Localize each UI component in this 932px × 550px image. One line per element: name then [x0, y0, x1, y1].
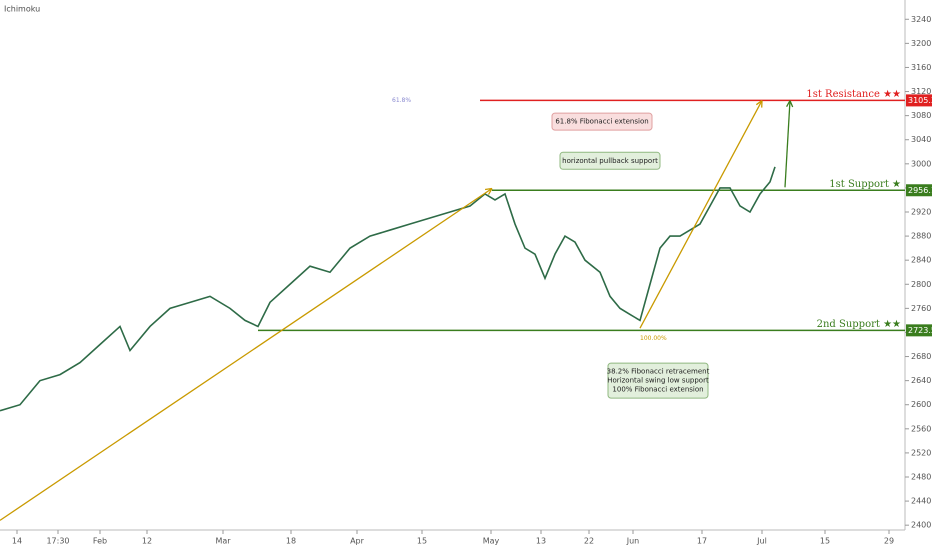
callout-box	[607, 362, 709, 399]
y-tick-label: 2760.0	[911, 304, 932, 313]
price-tag-label: 3105.3	[908, 96, 932, 105]
trendline	[639, 100, 763, 329]
callout-box	[559, 151, 661, 170]
x-tick-label: May	[483, 537, 500, 546]
x-tick-label: Mar	[215, 537, 231, 546]
x-tick-label: 12	[142, 537, 152, 546]
x-tick-label: Jun	[626, 537, 640, 546]
x-tick-label: 13	[536, 537, 546, 546]
price-tag	[906, 324, 932, 337]
y-tick-label: 2840.0	[911, 256, 932, 265]
y-tick-label: 3120.0	[911, 87, 932, 96]
y-tick-label: 2880.0	[911, 232, 932, 241]
x-tick-label: Apr	[350, 537, 365, 546]
fib-label: 100.00%	[640, 335, 667, 342]
x-tick-label: 18	[286, 537, 296, 546]
level-name: 1st Support ★	[829, 179, 901, 190]
x-tick-label: 22	[584, 537, 594, 546]
callout: horizontal pullback support	[559, 151, 661, 170]
x-tick-label: Feb	[93, 537, 107, 546]
callout-text: 61.8% Fibonacci extension	[555, 118, 648, 126]
x-tick-label: 29	[884, 537, 894, 546]
price-line	[0, 166, 776, 412]
price-tag-label: 2723.5	[908, 326, 932, 335]
y-tick-label: 2400.0	[911, 521, 932, 530]
y-tick-label: 3080.0	[911, 111, 932, 120]
x-tick-label: Jul	[756, 537, 767, 546]
y-tick-label: 2560.0	[911, 424, 932, 433]
x-tick-label: 15	[417, 537, 427, 546]
x-tick-label: 14	[12, 537, 22, 546]
y-tick-label: 3240.0	[911, 15, 932, 24]
x-tick-label: 17	[697, 537, 707, 546]
y-tick-label: 2440.0	[911, 497, 932, 506]
callout-text: horizontal pullback support	[562, 157, 658, 165]
arrow-head	[755, 100, 763, 108]
y-tick-label: 3160.0	[911, 63, 932, 72]
y-tick-label: 2800.0	[911, 280, 932, 289]
indicator-label: Ichimoku	[4, 5, 40, 14]
callout-box	[551, 112, 653, 131]
x-tick-label: 17:30	[46, 537, 69, 546]
fib-label: 61.8%	[392, 97, 411, 104]
y-tick-label: 2680.0	[911, 352, 932, 361]
callout-text: 38.2% Fibonacci retracement	[607, 368, 710, 376]
y-tick-label: 2640.0	[911, 376, 932, 385]
y-tick-label: 2520.0	[911, 448, 932, 457]
y-tick-label: 3040.0	[911, 135, 932, 144]
level-name: 1st Resistance ★★	[806, 89, 901, 100]
price-tag	[906, 184, 932, 197]
x-tick-label: 15	[820, 537, 830, 546]
callout-text: Horizontal swing low support	[607, 377, 709, 385]
price-tag-label: 2956.1	[908, 186, 932, 195]
callout: 61.8% Fibonacci extension	[551, 112, 653, 131]
y-tick-label: 2920.0	[911, 208, 932, 217]
arrow-head	[786, 100, 794, 108]
y-tick-label: 2480.0	[911, 473, 932, 482]
y-tick-label: 2600.0	[911, 400, 932, 409]
arrow-head	[484, 187, 493, 195]
level-name: 2nd Support ★★	[817, 319, 901, 330]
trendline	[0, 187, 493, 521]
y-tick-label: 3000.0	[911, 159, 932, 168]
y-tick-label: 3200.0	[911, 39, 932, 48]
callout-text: 100% Fibonacci extension	[612, 386, 703, 394]
trendline	[784, 100, 791, 188]
price-tag	[906, 94, 932, 107]
